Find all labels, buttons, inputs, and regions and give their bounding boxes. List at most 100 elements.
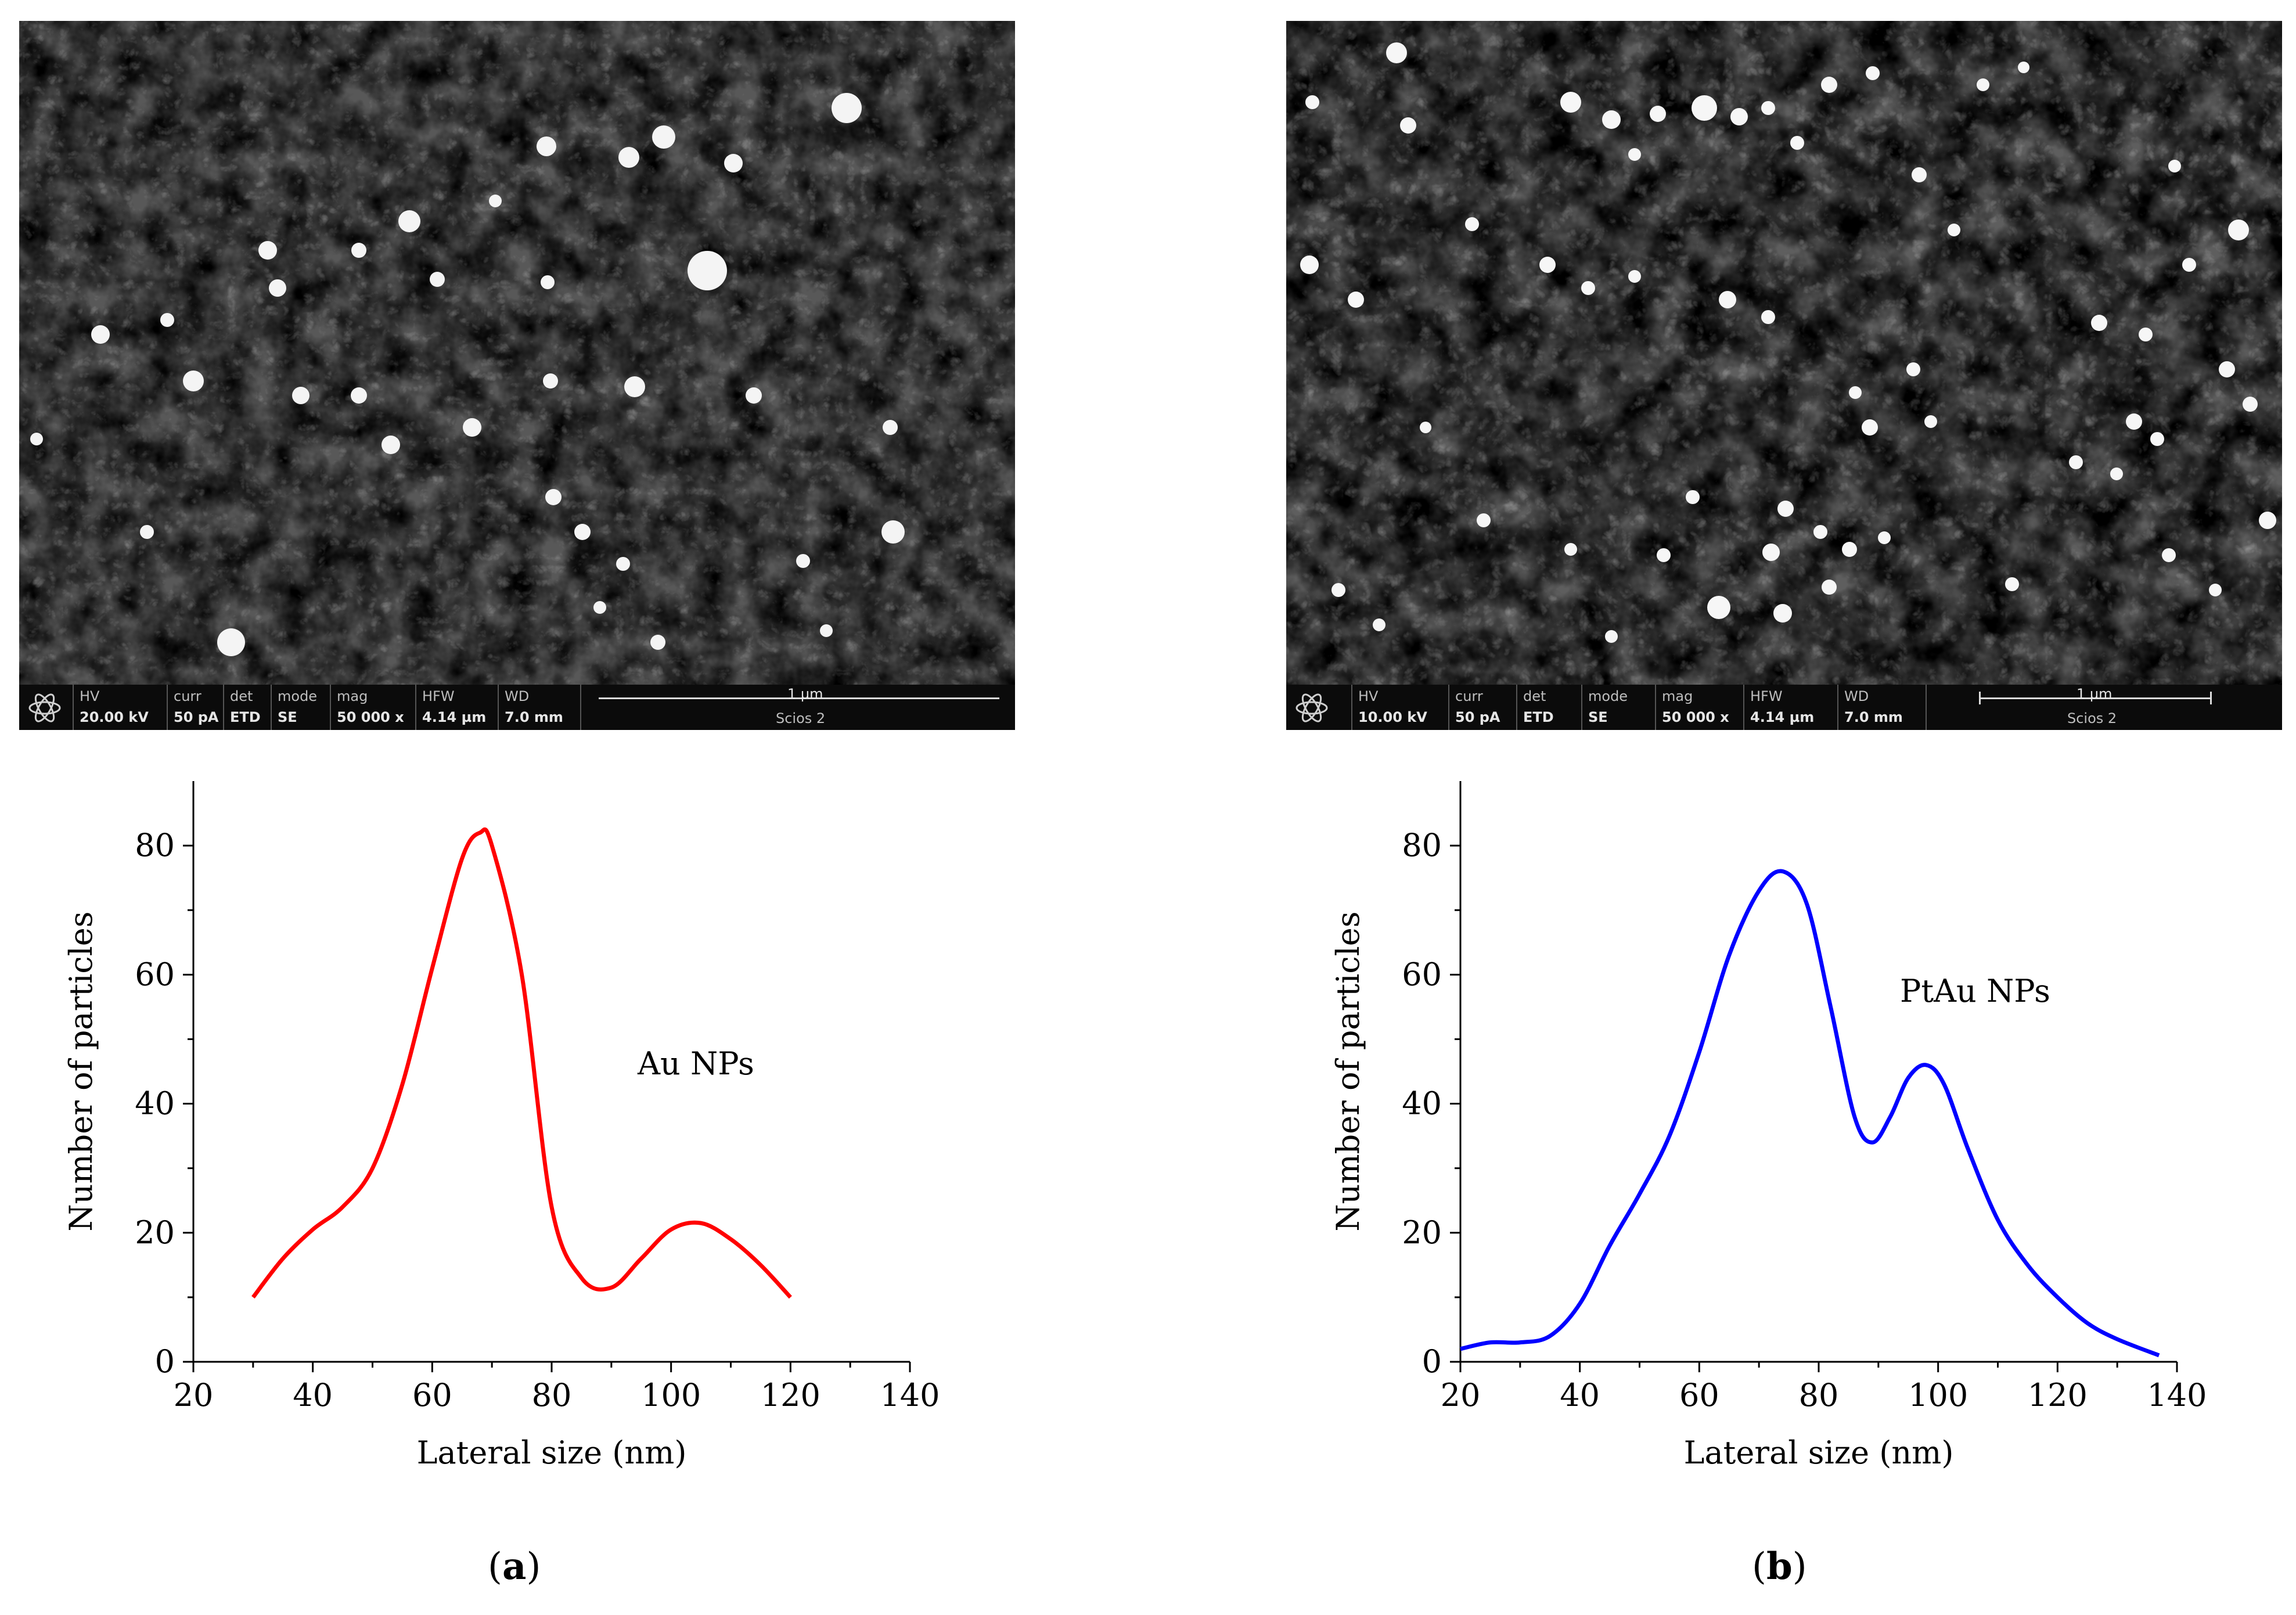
sem-field-hfw: HFW 4.14 µm (1743, 685, 1837, 730)
sem-logo-icon (27, 690, 62, 725)
sem-field-hfw: HFW 4.14 µm (415, 685, 498, 730)
sem-label: mag (1662, 688, 1693, 704)
sem-field-mag: mag 50 000 x (330, 685, 415, 730)
nanoparticles-a (30, 93, 905, 656)
x-tick-label: 20 (1441, 1377, 1481, 1413)
sem-field-mag: mag 50 000 x (1655, 685, 1743, 730)
sem-field-hv: HV 10.00 kV (1351, 685, 1448, 730)
sem-label: curr (174, 688, 201, 704)
sem-field-curr: curr 50 pA (1448, 685, 1516, 730)
sem-label: det (1523, 688, 1546, 704)
y-tick-label: 0 (1422, 1343, 1442, 1380)
sem-value: 4.14 µm (422, 709, 487, 725)
sem-infobar-b: HV 10.00 kV curr 50 pA det ETD mode SE mag 50… (1286, 685, 2282, 730)
x-tick-label: 60 (1679, 1377, 1719, 1413)
sem-infobar-a: HV 20.00 kV curr 50 pA det ETD mode SE mag 50… (19, 685, 1015, 730)
sem-scalebar-b: 1 µm Scios 2 (1926, 685, 2282, 730)
scalebar-label: 1 µm (787, 686, 823, 702)
panel-b: HV 10.00 kV curr 50 pA det ETD mode SE mag 50… (1148, 0, 2296, 1615)
sem-value: ETD (1523, 709, 1554, 725)
sem-value: ETD (230, 709, 261, 725)
x-tick-label: 20 (174, 1377, 214, 1413)
sem-field-mode: mode SE (1581, 685, 1655, 730)
caption-a: (a) (488, 1545, 541, 1588)
sem-field-det: det ETD (223, 685, 271, 730)
x-tick-label: 60 (412, 1377, 452, 1413)
sem-field-curr: curr 50 pA (167, 685, 223, 730)
sem-label: mode (278, 688, 318, 704)
sem-value: 50 pA (174, 709, 219, 725)
sem-value: SE (278, 709, 297, 725)
scalebar-tick (2210, 692, 2212, 704)
caption-letter: a (502, 1545, 527, 1588)
scalebar-line (1979, 697, 2211, 699)
sem-scalebar-a: 1 µm Scios 2 (580, 685, 1015, 730)
sem-field-wd: WD 7.0 mm (1837, 685, 1926, 730)
sem-value: 50 000 x (337, 709, 404, 725)
sem-field-mode: mode SE (271, 685, 324, 730)
sem-image-b: HV 10.00 kV curr 50 pA det ETD mode SE mag 50… (1286, 21, 2282, 730)
x-tick-label: 80 (1799, 1377, 1839, 1413)
sem-label: det (230, 688, 253, 704)
nanoparticles-b (1300, 42, 2276, 643)
sem-micrograph-b (1286, 21, 2282, 685)
y-tick-label: 80 (1402, 827, 1442, 864)
x-tick-label: 100 (1908, 1377, 1968, 1413)
sem-value: 10.00 kV (1358, 709, 1427, 725)
y-axis-title: Number of particles (63, 911, 99, 1231)
x-tick-label: 40 (293, 1377, 333, 1413)
series-line (1460, 869, 2160, 1358)
x-tick-label: 100 (641, 1377, 701, 1413)
x-axis-title: Lateral size (nm) (1684, 1434, 1954, 1471)
sem-label: HFW (1750, 688, 1783, 704)
sem-image-a: HV 20.00 kV curr 50 pA det ETD mode SE mag 50… (19, 21, 1015, 730)
caption-paren: ( (1752, 1545, 1766, 1588)
sem-value: 20.00 kV (80, 709, 149, 725)
x-tick-label: 140 (2147, 1377, 2207, 1413)
instrument-name: Scios 2 (2067, 710, 2117, 726)
caption-paren: ) (1792, 1545, 1807, 1588)
sem-label: curr (1455, 688, 1483, 704)
sem-label: WD (1844, 688, 1869, 704)
sem-label: mode (1588, 688, 1628, 704)
y-tick-label: 0 (155, 1343, 175, 1380)
x-axis-title: Lateral size (nm) (417, 1434, 687, 1471)
y-tick-label: 40 (135, 1085, 175, 1122)
y-tick-label: 40 (1402, 1085, 1442, 1122)
x-tick-label: 140 (880, 1377, 940, 1413)
sem-value: 4.14 µm (1750, 709, 1815, 725)
sem-value: 7.0 mm (1844, 709, 1903, 725)
y-tick-label: 60 (135, 956, 175, 992)
sem-field-hv: HV 20.00 kV (73, 685, 167, 730)
y-tick-label: 60 (1402, 956, 1442, 992)
scalebar-line (599, 697, 999, 699)
sem-label: mag (337, 688, 368, 704)
sem-label: HV (80, 688, 100, 704)
x-tick-label: 120 (761, 1377, 820, 1413)
series-annotation: Au NPs (637, 1045, 754, 1082)
caption-paren: ( (488, 1545, 502, 1588)
sem-field-wd: WD 7.0 mm (498, 685, 580, 730)
y-tick-label: 20 (135, 1214, 175, 1251)
y-tick-label: 80 (135, 827, 175, 864)
instrument-name: Scios 2 (776, 710, 826, 726)
sem-value: SE (1588, 709, 1608, 725)
caption-letter: b (1766, 1545, 1793, 1588)
x-tick-label: 40 (1560, 1377, 1600, 1413)
sem-micrograph-a (19, 21, 1015, 685)
sem-label: HV (1358, 688, 1379, 704)
y-tick-label: 20 (1402, 1214, 1442, 1251)
scalebar-label: 1 µm (2077, 686, 2113, 702)
x-tick-label: 120 (2028, 1377, 2088, 1413)
x-tick-label: 80 (532, 1377, 572, 1413)
caption-paren: ) (526, 1545, 541, 1588)
series-annotation: PtAu NPs (1900, 973, 2050, 1009)
sem-field-det: det ETD (1516, 685, 1581, 730)
sem-label: WD (505, 688, 530, 704)
sem-logo-icon (1294, 690, 1329, 725)
sem-value: 7.0 mm (505, 709, 563, 725)
caption-b: (b) (1752, 1545, 1807, 1588)
sem-value: 50 000 x (1662, 709, 1729, 725)
